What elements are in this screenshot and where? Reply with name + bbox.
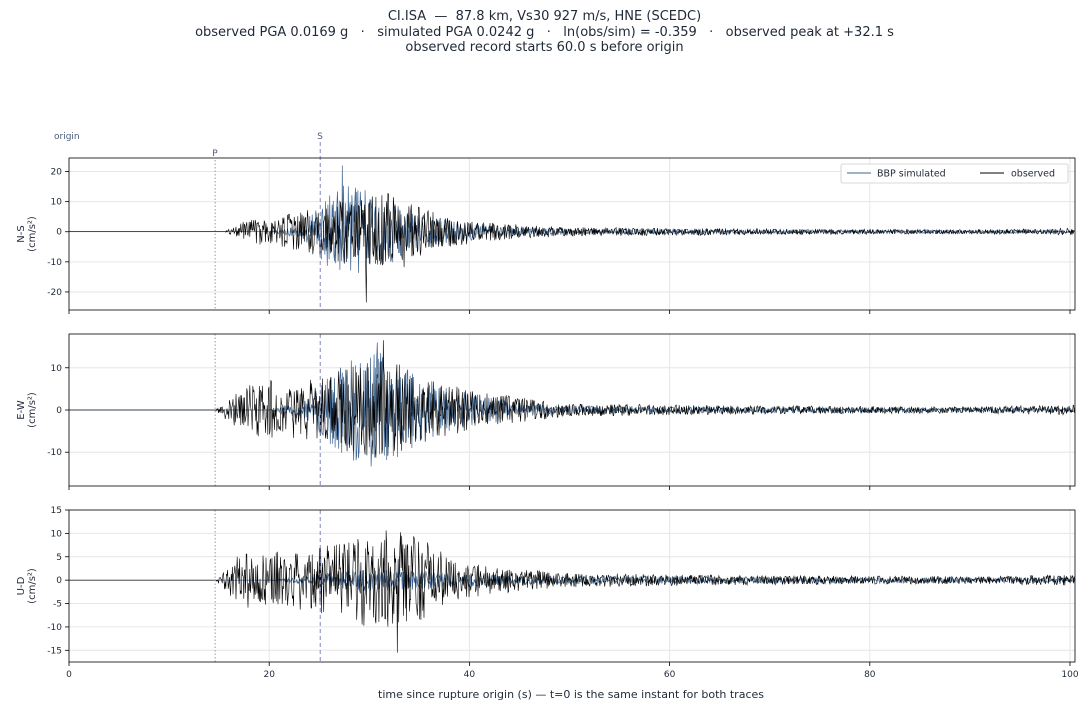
observed-trace xyxy=(69,340,1075,458)
legend-label-simulated: BBP simulated xyxy=(877,169,946,180)
y-axis-label-line: E-W xyxy=(16,400,27,420)
y-axis-label-line: (cm/s²) xyxy=(27,392,38,428)
title-line-2: observed PGA 0.0169 g · simulated PGA 0.… xyxy=(195,24,894,40)
y-tick-label: -10 xyxy=(47,448,62,458)
y-axis-label-line: (cm/s²) xyxy=(27,568,38,604)
x-tick-label: 40 xyxy=(464,670,476,680)
p-arrival-label: P xyxy=(212,149,218,159)
x-tick-label: 100 xyxy=(1061,670,1078,680)
y-tick-label: -20 xyxy=(47,288,62,298)
observed-trace xyxy=(69,192,1075,303)
legend-box xyxy=(840,163,1069,184)
y-axis-label-line: N-S xyxy=(16,225,27,242)
title-line-3: observed record starts 60.0 s before ori… xyxy=(405,40,684,55)
x-tick-label: 60 xyxy=(664,670,676,680)
y-tick-label: -10 xyxy=(47,258,62,268)
y-tick-label: 10 xyxy=(51,529,63,539)
s-arrival-label: S xyxy=(317,132,323,142)
y-tick-label: 10 xyxy=(51,198,63,208)
x-tick-label: 0 xyxy=(66,670,72,680)
y-axis-label: N-S(cm/s²) xyxy=(16,216,38,252)
observed-trace xyxy=(69,530,1075,653)
y-axis-label-line: U-D xyxy=(16,576,27,595)
title-line-1: CI.ISA — 87.8 km, Vs30 927 m/s, HNE (SCE… xyxy=(387,9,702,24)
y-tick-label: 0 xyxy=(56,228,62,238)
y-tick-label: 10 xyxy=(51,364,63,374)
y-tick-label: 0 xyxy=(56,406,62,416)
y-axis-label: U-D(cm/s²) xyxy=(16,568,38,604)
panel-2: -10 0 10 E-W(cm/s²) xyxy=(16,333,1076,490)
y-tick-label: -15 xyxy=(47,646,62,656)
y-tick-label: -5 xyxy=(53,600,62,610)
y-tick-label: -10 xyxy=(47,623,62,633)
y-tick-label: 0 xyxy=(56,576,62,586)
legend: BBP simulated observed xyxy=(840,163,1069,184)
simulated-trace xyxy=(69,556,1075,592)
simulated-trace xyxy=(69,342,1075,467)
panel-1: -20 -10 0 10 20 N-S(cm/s²) BBP simulated observ… xyxy=(16,142,1076,314)
panel-frame xyxy=(68,157,1076,311)
x-tick-label: 80 xyxy=(864,670,876,680)
y-axis-label: E-W(cm/s²) xyxy=(16,392,38,428)
y-tick-label: 5 xyxy=(56,553,62,563)
legend-label-observed: observed xyxy=(1011,169,1055,180)
x-tick-label: 20 xyxy=(263,670,275,680)
panel-frame xyxy=(68,509,1076,663)
y-axis-label-line: (cm/s²) xyxy=(27,216,38,252)
figure-title: CI.ISA — 87.8 km, Vs30 927 m/s, HNE (SCE… xyxy=(0,9,1089,56)
y-tick-label: 15 xyxy=(51,506,62,516)
x-axis-label: time since rupture origin (s) — t=0 is t… xyxy=(378,688,764,701)
panel-3: -15 -10 -5 0 5 10 15 0 20 40 60 80 100 U-D(cm/s²) xyxy=(16,506,1079,680)
origin-label: origin xyxy=(54,132,80,142)
y-tick-label: 20 xyxy=(51,168,63,178)
